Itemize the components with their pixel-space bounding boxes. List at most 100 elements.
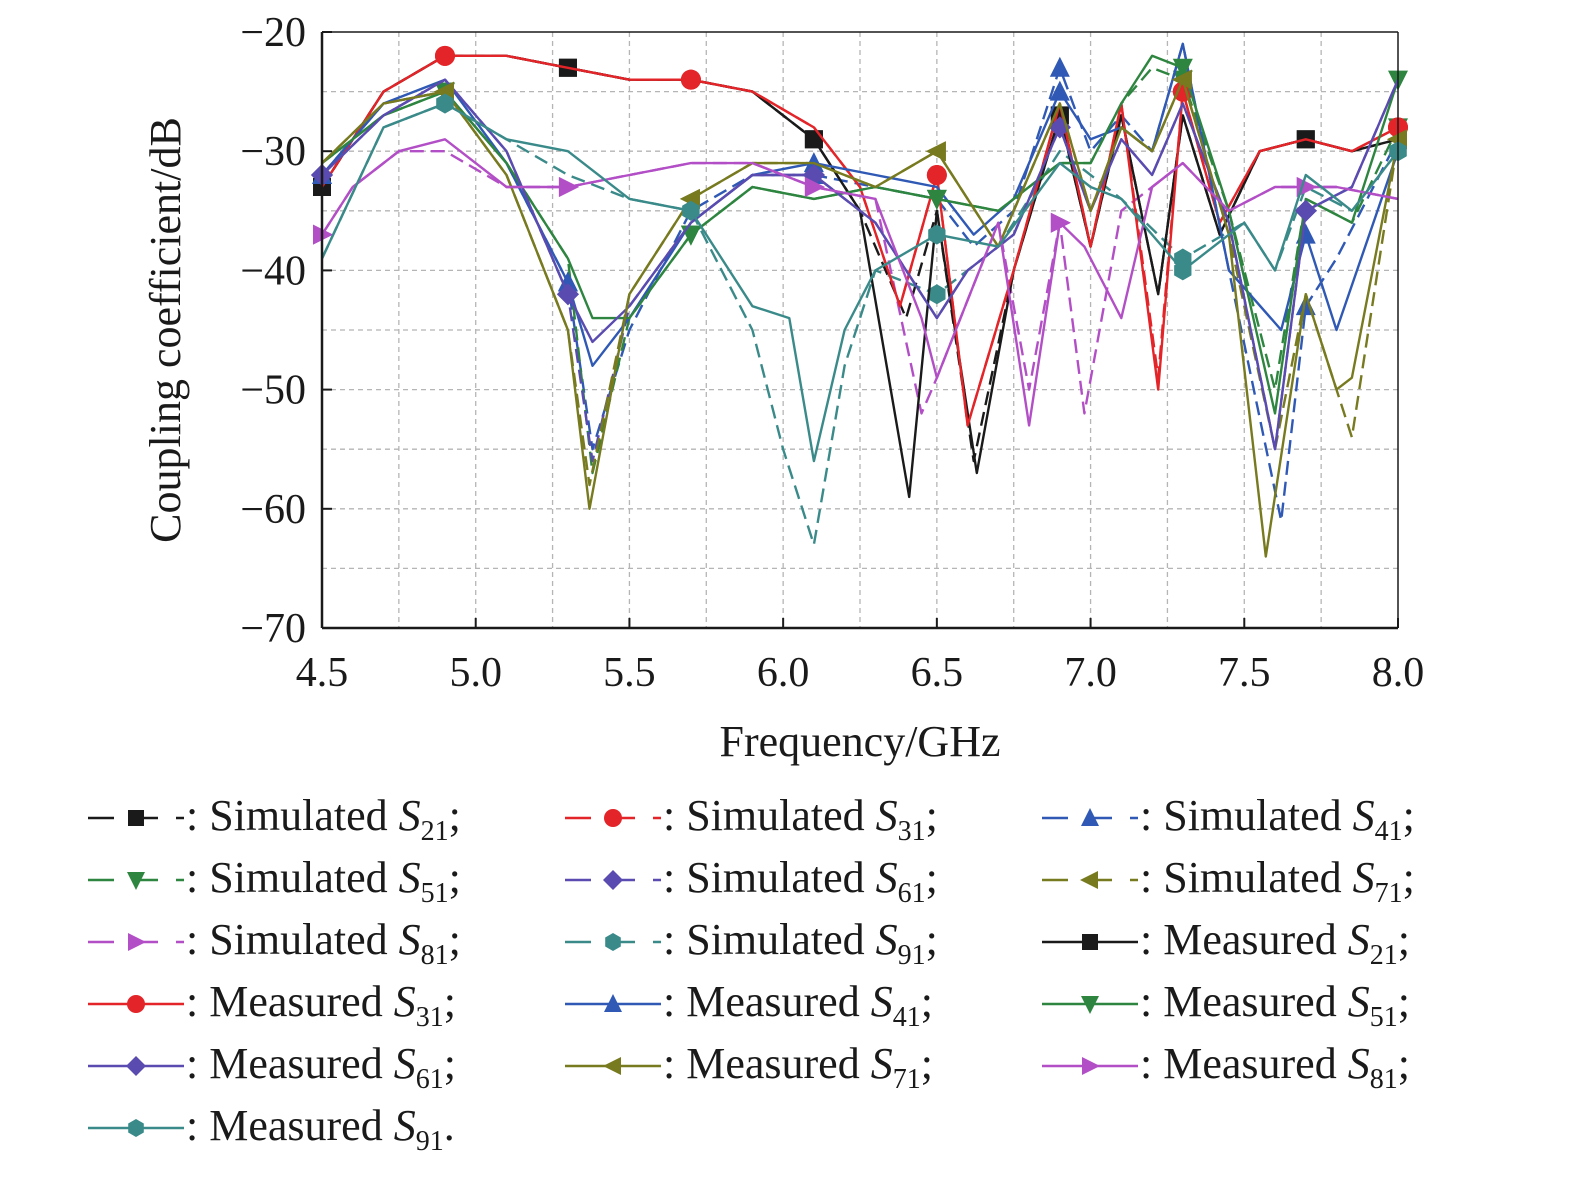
x-tick-labels: 4.5 5.0 5.5 6.0 6.5 7.0 7.5 8.0	[296, 618, 1425, 696]
series-line	[321, 78, 1400, 451]
legend-entry: : Simulated S51;	[88, 853, 461, 909]
data-point-hexagon	[128, 1119, 144, 1137]
data-point-triangle-right	[1050, 212, 1071, 233]
data-point-triangle-right	[804, 176, 825, 197]
legend-label: : Measured S91.	[186, 1101, 455, 1157]
legend-entry: : Simulated S91;	[565, 915, 938, 971]
x-tick-label: 4.5	[296, 650, 349, 696]
legend-label: : Simulated S61;	[663, 853, 938, 909]
x-tick-label: 5.5	[603, 650, 656, 696]
series-line	[320, 138, 1399, 427]
y-tick-label: −70	[240, 606, 306, 652]
data-point-triangle-down	[127, 872, 145, 890]
legend-label: : Simulated S71;	[1140, 853, 1415, 909]
legend-entry: : Measured S21;	[1042, 915, 1410, 971]
y-tick-labels: −20 −30 −40 −50 −60 −70	[240, 10, 332, 652]
legend-entry: : Measured S81;	[1042, 1039, 1410, 1095]
legend-label: : Measured S21;	[1140, 915, 1410, 971]
series-measured-s91	[320, 93, 1407, 463]
data-point-circle	[434, 45, 455, 66]
legend-entry: : Simulated S41;	[1042, 791, 1415, 847]
data-point-triangle-left	[603, 1057, 621, 1075]
legend-label: : Measured S71;	[663, 1039, 933, 1095]
data-point-square	[128, 810, 144, 826]
data-point-triangle-down	[926, 189, 947, 210]
data-point-triangle-left	[925, 141, 946, 162]
legend-label: : Simulated S81;	[186, 915, 461, 971]
legend-label: : Simulated S51;	[186, 853, 461, 909]
x-axis-title: Frequency/GHz	[719, 717, 1000, 766]
series-measured-s61	[311, 78, 1400, 451]
data-point-diamond	[1294, 199, 1317, 222]
y-tick-label: −60	[240, 487, 306, 533]
plot-grid	[322, 32, 1398, 628]
data-point-triangle-right	[1296, 176, 1317, 197]
legend-entry: : Measured S61;	[88, 1039, 456, 1095]
y-tick-label: −30	[240, 129, 306, 175]
data-point-circle	[926, 165, 947, 186]
legend-entry: : Measured S41;	[565, 977, 933, 1033]
series-line	[320, 102, 1399, 463]
data-point-triangle-up	[604, 994, 622, 1012]
legend-label: : Measured S41;	[663, 977, 933, 1033]
series-layer	[311, 42, 1408, 558]
x-tick-label: 6.0	[757, 650, 810, 696]
data-point-hexagon	[605, 933, 621, 951]
data-point-triangle-left	[1080, 871, 1098, 889]
legend-label: : Measured S61;	[186, 1039, 456, 1095]
x-tick-label: 7.5	[1218, 650, 1271, 696]
legend-entry: : Simulated S31;	[565, 791, 938, 847]
data-point-triangle-up	[1049, 80, 1070, 101]
legend-label: : Measured S31;	[186, 977, 456, 1033]
plot-frame	[320, 31, 1399, 630]
legend-label: : Measured S81;	[1140, 1039, 1410, 1095]
data-point-hexagon	[928, 224, 946, 245]
data-point-triangle-right	[1082, 1057, 1100, 1075]
series-line	[321, 42, 1400, 367]
legend-entry: : Simulated S61;	[565, 853, 938, 909]
data-point-diamond	[603, 870, 623, 890]
legend: : Simulated S21; : Simulated S31; : Simula…	[88, 791, 1415, 1157]
y-tick-label: −20	[240, 10, 306, 56]
series-measured-s81	[313, 138, 1399, 427]
y-tick-label: −40	[240, 248, 306, 294]
legend-entry: : Measured S71;	[565, 1039, 933, 1095]
legend-label: : Simulated S21;	[186, 791, 461, 847]
legend-entry: : Measured S91.	[88, 1101, 455, 1157]
data-point-diamond	[126, 1056, 146, 1076]
legend-label: : Simulated S41;	[1140, 791, 1415, 847]
data-point-square	[1082, 934, 1098, 950]
series-line	[320, 54, 1399, 427]
x-tick-label: 7.0	[1064, 650, 1117, 696]
legend-label: : Measured S51;	[1140, 977, 1410, 1033]
data-point-triangle-left	[1171, 69, 1192, 90]
data-point-triangle-up	[1081, 808, 1099, 826]
data-point-hexagon	[436, 93, 454, 114]
legend-entry: : Simulated S81;	[88, 915, 461, 971]
data-point-triangle-up	[1049, 56, 1070, 77]
legend-entry: : Simulated S21;	[88, 791, 461, 847]
data-point-triangle-up	[557, 271, 578, 292]
legend-entry: : Measured S51;	[1042, 977, 1410, 1033]
x-tick-label: 6.5	[911, 650, 964, 696]
data-point-diamond	[556, 283, 579, 306]
legend-entry: : Simulated S71;	[1042, 853, 1415, 909]
y-tick-label: −50	[240, 368, 306, 414]
data-point-hexagon	[1174, 260, 1192, 281]
data-point-triangle-down	[1172, 58, 1193, 79]
series-line	[321, 78, 1400, 558]
legend-entry: : Measured S31;	[88, 977, 456, 1033]
legend-label: : Simulated S31;	[663, 791, 938, 847]
x-tick-label: 5.0	[449, 650, 502, 696]
legend-label: : Simulated S91;	[663, 915, 938, 971]
data-point-square	[804, 130, 823, 149]
y-axis-title: Coupling coefficient/dB	[141, 117, 190, 543]
data-point-circle	[604, 809, 622, 827]
data-point-circle	[127, 995, 145, 1013]
data-point-triangle-down	[1081, 996, 1099, 1014]
data-point-hexagon	[682, 200, 700, 221]
x-tick-label: 8.0	[1372, 650, 1425, 696]
data-point-circle	[680, 69, 701, 90]
data-point-hexagon	[928, 284, 946, 305]
